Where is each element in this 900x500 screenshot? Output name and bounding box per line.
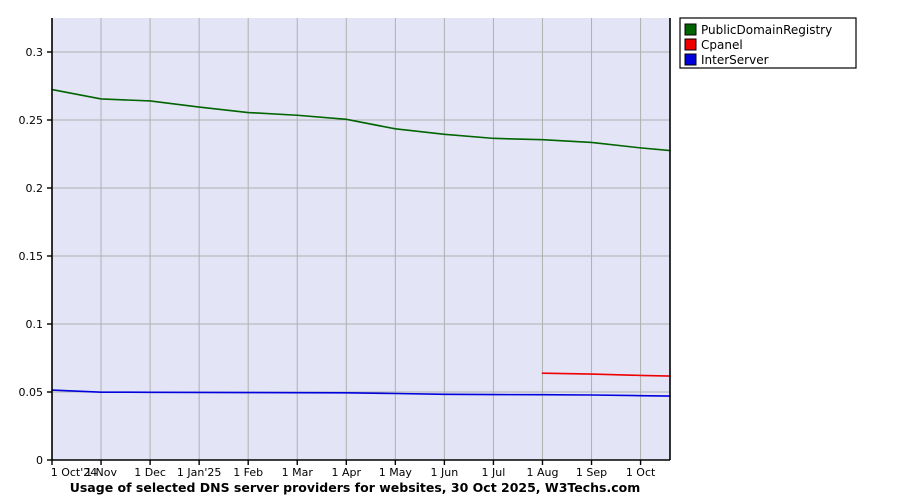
legend-swatch-cpanel: [684, 38, 697, 51]
x-tick-label: 1 Mar: [282, 466, 314, 479]
x-tick-label: 1 Sep: [576, 466, 607, 479]
legend-box: [679, 17, 857, 69]
series-line-cpanel: [541, 372, 671, 377]
legend-label-publicdomainregistry: PublicDomainRegistry: [701, 23, 832, 37]
x-axis-tick-labels: 1 Oct'241 Nov 1 Dec 1 Jan'25 1 Feb 1 Mar 1 Ap…: [51, 466, 656, 479]
y-tick-label: 0.25: [19, 114, 44, 127]
x-tick-label: 1 Jun: [431, 466, 459, 479]
y-tick-label: 0.1: [26, 318, 44, 331]
chart-title: Usage of selected DNS server providers f…: [70, 480, 641, 495]
x-tick-label: 1 Feb: [233, 466, 263, 479]
x-tick-label: 1 Oct'24: [51, 466, 98, 479]
x-tick-label: 1 Nov: [85, 466, 117, 479]
y-tick-label: 0.15: [19, 250, 44, 263]
legend-swatch-interserver: [684, 53, 697, 66]
x-tick-label: 1 Jul: [482, 466, 506, 479]
x-tick-label: 1 Jan'25: [177, 466, 221, 479]
x-tick-label: 1 Dec: [134, 466, 166, 479]
series-line-interserver: [51, 389, 671, 397]
legend-label-cpanel: Cpanel: [701, 38, 743, 52]
y-tick-label: 0: [36, 454, 43, 467]
y-tick-label: 0.2: [26, 182, 44, 195]
plot-area-background: [52, 18, 670, 460]
legend-label-interserver: InterServer: [701, 53, 769, 67]
data-series-group: [51, 88, 671, 397]
y-tick-label: 0.05: [19, 386, 44, 399]
series-line-publicdomainregistry: [51, 88, 671, 152]
x-tick-label: 1 Oct: [626, 466, 656, 479]
x-tick-label: 1 Apr: [332, 466, 362, 479]
x-tick-label: 1 Aug: [526, 466, 558, 479]
grid-lines: [52, 18, 670, 460]
y-tick-label: 0.3: [26, 46, 44, 59]
x-tick-label: 1 May: [379, 466, 413, 479]
axis-lines: [47, 18, 671, 465]
legend-swatch-publicdomainregistry: [684, 23, 697, 36]
y-axis-tick-labels: 0 0.05 0.1 0.15 0.2 0.25 0.3: [19, 46, 44, 467]
